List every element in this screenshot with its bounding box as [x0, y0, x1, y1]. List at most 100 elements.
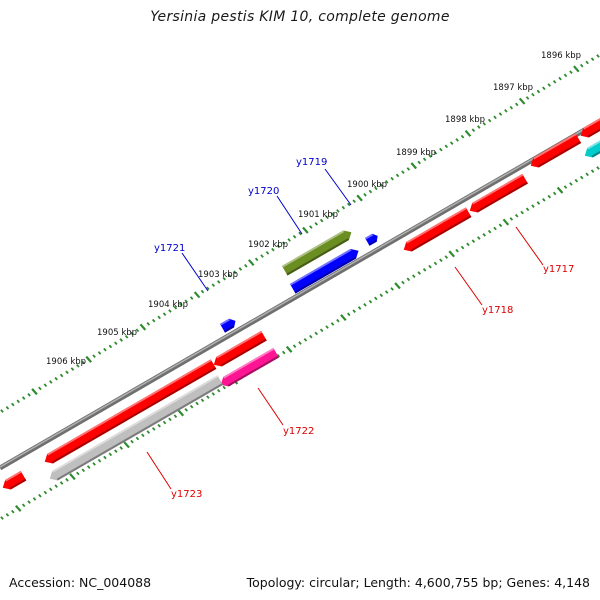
- inner-minor-tick: [92, 462, 96, 466]
- gene-y1718b[interactable]: [403, 207, 472, 252]
- inner-minor-tick: [363, 302, 367, 307]
- outer-minor-tick: [336, 209, 340, 213]
- gene-label-y1720[interactable]: y1720: [248, 186, 279, 197]
- backbone-highlight: [0, 119, 600, 468]
- inner-minor-tick: [498, 223, 503, 228]
- gene-y1716b[interactable]: [584, 137, 600, 158]
- outer-minor-tick: [374, 186, 378, 191]
- outer-minor-tick: [292, 234, 297, 239]
- outer-minor-tick: [401, 170, 405, 175]
- inner-minor-tick: [439, 258, 443, 263]
- outer-minor-tick: [189, 296, 194, 300]
- inner-minor-tick: [390, 287, 394, 291]
- gene-label-y1723[interactable]: y1723: [171, 489, 202, 500]
- outer-minor-tick: [368, 189, 373, 194]
- inner-minor-tick: [428, 264, 432, 269]
- outer-minor-tick: [390, 176, 394, 181]
- outer-minor-tick: [552, 79, 557, 84]
- inner-minor-tick: [579, 175, 584, 180]
- outer-minor-tick: [395, 173, 400, 178]
- inner-minor-tick: [189, 404, 194, 409]
- outer-minor-tick: [428, 154, 432, 158]
- outer-major-tick: [356, 194, 363, 202]
- outer-minor-tick: [227, 273, 232, 278]
- inner-minor-tick: [141, 433, 145, 438]
- inner-minor-tick: [585, 172, 589, 177]
- inner-minor-tick: [374, 296, 378, 301]
- outer-minor-tick: [244, 263, 248, 268]
- leader-line-y1721: [181, 252, 209, 292]
- gene-y1722[interactable]: [220, 347, 279, 387]
- inner-minor-tick: [168, 417, 172, 422]
- outer-minor-tick: [487, 118, 492, 123]
- gene-y1720[interactable]: [281, 230, 352, 276]
- outer-minor-tick: [222, 276, 226, 281]
- inner-minor-tick: [222, 385, 226, 390]
- outer-minor-tick: [254, 257, 259, 262]
- inner-minor-tick: [298, 341, 302, 345]
- outer-minor-tick: [206, 286, 210, 291]
- inner-minor-tick: [303, 337, 308, 342]
- inner-minor-tick: [173, 414, 178, 419]
- inner-minor-tick: [11, 509, 15, 514]
- backbone-line: [0, 118, 600, 471]
- scale-label: 1897 kbp: [493, 83, 533, 93]
- outer-minor-tick: [38, 386, 42, 391]
- outer-major-tick: [302, 226, 309, 234]
- outer-minor-tick: [504, 109, 508, 113]
- outer-minor-tick: [260, 254, 264, 258]
- inner-minor-tick: [417, 271, 421, 275]
- outer-minor-tick: [330, 212, 335, 216]
- outer-minor-tick: [422, 157, 427, 162]
- inner-minor-tick: [542, 197, 546, 202]
- gene-y1722a[interactable]: [213, 330, 267, 367]
- inner-minor-tick: [536, 201, 541, 205]
- inner-minor-tick: [352, 309, 356, 314]
- outer-minor-tick: [70, 367, 75, 371]
- gene-y1719[interactable]: [364, 233, 378, 246]
- inner-minor-tick: [200, 398, 205, 403]
- inner-minor-tick: [347, 312, 351, 317]
- inner-minor-tick: [195, 401, 199, 406]
- gene-label-y1719[interactable]: y1719: [296, 157, 327, 168]
- gene-label-y1718[interactable]: y1718: [482, 305, 513, 316]
- inner-minor-tick: [509, 217, 514, 221]
- leader-line-y1720: [276, 195, 303, 235]
- scale-label: 1901 kbp: [298, 210, 338, 220]
- gene-y1718[interactable]: [469, 173, 528, 213]
- outer-minor-tick: [439, 147, 443, 152]
- inner-major-tick: [556, 186, 564, 194]
- inner-minor-tick: [563, 185, 568, 189]
- gene-y1716[interactable]: [580, 114, 600, 138]
- gene-label-y1721[interactable]: y1721: [154, 243, 185, 254]
- inner-minor-tick: [151, 427, 156, 431]
- inner-minor-tick: [574, 178, 579, 183]
- inner-major-tick: [394, 282, 401, 290]
- gene-y1724[interactable]: [2, 470, 27, 490]
- outer-minor-tick: [525, 96, 530, 100]
- gene-label-y1717[interactable]: y1717: [543, 264, 574, 275]
- inner-minor-tick: [146, 430, 151, 434]
- inner-minor-tick: [309, 334, 313, 339]
- inner-major-tick: [340, 314, 347, 322]
- outer-minor-tick: [471, 128, 476, 133]
- map-title: Yersinia pestis KIM 10, complete genome: [150, 9, 450, 25]
- gene-y1720b[interactable]: [289, 248, 359, 294]
- scale-label: 1899 kbp: [396, 148, 436, 158]
- leader-line-y1718: [454, 266, 483, 306]
- outer-minor-tick: [162, 312, 167, 317]
- inner-minor-tick: [422, 267, 427, 272]
- gene-y1717[interactable]: [530, 133, 582, 168]
- outer-minor-tick: [238, 267, 243, 271]
- inner-minor-tick: [384, 290, 389, 294]
- inner-minor-tick: [157, 423, 161, 428]
- gene-label-y1722[interactable]: y1722: [283, 426, 314, 437]
- gene-y1721[interactable]: [219, 318, 236, 333]
- outer-minor-tick: [276, 244, 281, 249]
- gene-y1723a[interactable]: [44, 359, 217, 464]
- inner-minor-tick: [460, 245, 465, 250]
- gene-y1723[interactable]: [49, 375, 224, 481]
- outer-minor-tick: [363, 192, 367, 197]
